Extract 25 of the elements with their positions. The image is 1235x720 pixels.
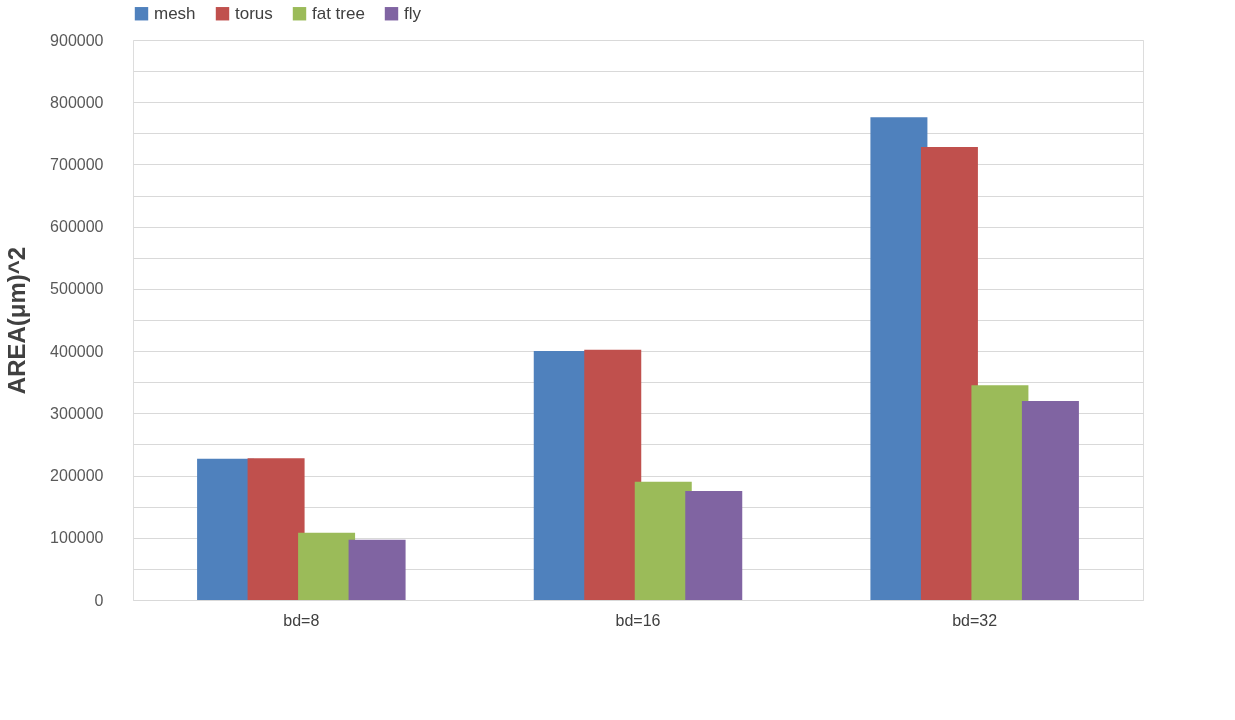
bar [685, 491, 743, 600]
y-tick-label: 200000 [50, 467, 104, 485]
legend-label: fat tree [312, 3, 365, 23]
bar [1021, 400, 1079, 600]
x-tick-label: bd=8 [283, 611, 320, 629]
y-tick-label: 400000 [50, 342, 104, 360]
y-tick-label: 900000 [50, 31, 104, 49]
x-tick-label: bd=32 [952, 611, 998, 629]
bar [247, 458, 305, 600]
legend-label: fly [404, 3, 422, 23]
legend-label: mesh [154, 3, 196, 23]
y-tick-label: 600000 [50, 218, 104, 236]
y-tick-label: 100000 [50, 529, 104, 547]
bar [348, 539, 406, 600]
y-tick-label: 300000 [50, 404, 104, 422]
bar [298, 532, 356, 600]
legend-label: torus [235, 3, 273, 23]
bar [584, 349, 642, 600]
y-tick-label: 700000 [50, 155, 104, 173]
x-tick-label: bd=16 [615, 611, 661, 629]
bar [920, 147, 978, 600]
y-tick-label: 0 [94, 591, 104, 609]
y-tick-label: 500000 [50, 280, 104, 298]
y-tick-label: 800000 [50, 93, 104, 111]
y-axis-title: AREA(μm)^2 [3, 246, 31, 395]
